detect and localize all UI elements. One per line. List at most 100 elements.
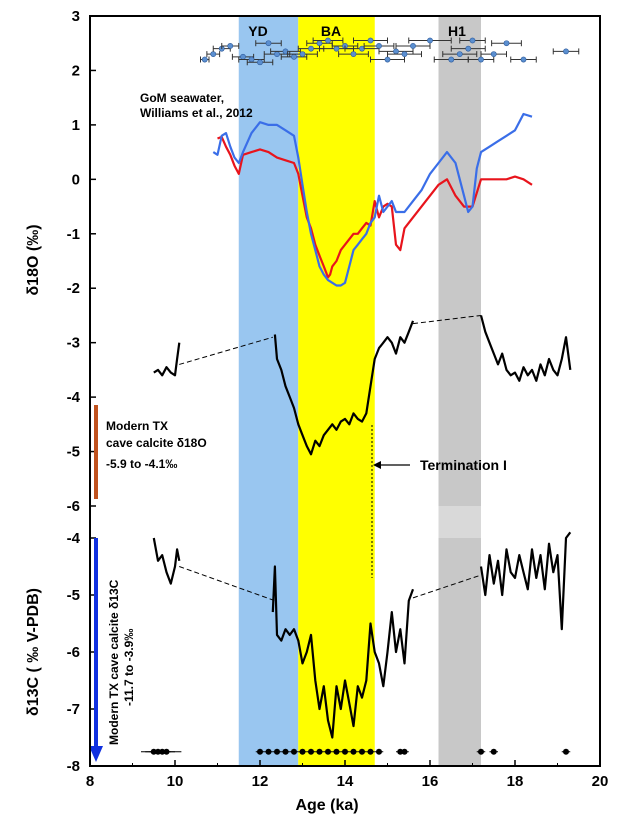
- age-point-bottom: [563, 748, 569, 755]
- connector-bottom-3: [412, 574, 482, 599]
- connector-bottom-2: [179, 566, 276, 602]
- series-layer: [152, 112, 572, 739]
- age-point-top: [265, 40, 272, 47]
- age-point-top: [401, 51, 408, 58]
- age-point-bottom: [478, 748, 484, 755]
- age-point-top: [393, 48, 399, 55]
- y-tick-label-top: -1: [67, 226, 80, 243]
- band-h1-gap: [438, 506, 481, 538]
- age-point-top: [478, 56, 484, 63]
- x-tick-label: 8: [86, 773, 94, 790]
- modern-c-arrowhead: [89, 746, 103, 762]
- age-point-top: [248, 56, 255, 63]
- age-point-top: [350, 51, 357, 58]
- age-point-bottom: [274, 748, 280, 755]
- y-tick-label-bottom: -4: [67, 530, 81, 547]
- age-point-top: [427, 37, 433, 44]
- age-point-top: [308, 45, 314, 52]
- series-o18_cave-0: [153, 342, 181, 377]
- age-point-top: [274, 51, 280, 58]
- age-point-bottom: [325, 748, 331, 755]
- series-c13_cave-2: [479, 531, 572, 631]
- series-gom_blue-0: [212, 112, 533, 287]
- x-tick-label: 12: [252, 773, 269, 790]
- x-tick-label: 16: [422, 773, 439, 790]
- age-point-bottom: [282, 748, 289, 755]
- age-point-top: [376, 43, 382, 49]
- band-label-yd: YD: [248, 23, 267, 39]
- age-point-top: [316, 40, 323, 47]
- gom-annotation-line2: Williams et al., 2012: [140, 106, 253, 120]
- band-h1: [438, 17, 481, 765]
- age-point-top: [240, 53, 246, 60]
- series-c13_cave-1: [271, 565, 415, 739]
- age-point-top: [201, 56, 208, 63]
- age-point-bottom: [333, 748, 340, 755]
- age-points-layer: [141, 37, 580, 755]
- gom-annotation-line1: GoM seawater,: [140, 91, 224, 105]
- age-point-top: [520, 56, 527, 63]
- termination-arrowhead: [373, 461, 381, 469]
- age-point-top: [456, 51, 463, 58]
- age-point-top: [227, 43, 234, 49]
- age-point-bottom: [401, 748, 408, 755]
- y-tick-label-top: -4: [67, 389, 81, 406]
- age-point-bottom: [291, 748, 297, 755]
- series-gom_red-0: [217, 135, 533, 279]
- x-axis-title: Age (ka): [295, 797, 358, 814]
- age-point-top: [410, 43, 416, 49]
- band-ba: [298, 17, 375, 765]
- modern-c-annotation-line1: Modern TX cave calcite δ13C: [107, 579, 121, 745]
- series-o18_cave-1: [273, 320, 415, 456]
- x-tick-label: 14: [337, 773, 354, 790]
- age-point-top: [299, 51, 306, 58]
- age-point-top: [384, 56, 391, 63]
- termination-label: Termination I: [420, 457, 507, 473]
- y-tick-label-top: -6: [67, 498, 80, 515]
- age-point-bottom: [490, 748, 497, 755]
- x-tick-label: 18: [507, 773, 524, 790]
- y-tick-label-top: 0: [72, 171, 80, 188]
- age-point-top: [465, 45, 472, 52]
- y-tick-label-bottom: -6: [67, 644, 80, 661]
- age-point-top: [448, 56, 455, 63]
- band-label-ba: BA: [321, 23, 341, 39]
- y-tick-label-top: -3: [67, 335, 80, 352]
- age-point-bottom: [342, 748, 348, 755]
- y-axis-title-top: δ18O (‰): [25, 224, 42, 295]
- x-tick-label: 20: [592, 773, 609, 790]
- series-c13_cave-0: [152, 537, 181, 585]
- age-point-top: [291, 53, 297, 60]
- age-point-bottom: [367, 748, 374, 755]
- y-tick-label-top: -2: [67, 280, 80, 297]
- age-point-top: [469, 37, 476, 44]
- modern-o-range-bar: [94, 405, 98, 499]
- modern-o-annotation-line2: cave calcite δ18O: [106, 436, 207, 450]
- connector-top-0: [179, 336, 273, 365]
- series-o18_cave-2: [479, 315, 572, 382]
- age-point-bottom: [265, 748, 272, 755]
- y-tick-label-top: 1: [72, 117, 80, 134]
- age-point-bottom: [316, 748, 323, 755]
- age-point-top: [563, 48, 569, 55]
- age-point-top: [367, 37, 374, 44]
- y-tick-label-bottom: -8: [67, 758, 80, 775]
- modern-o-annotation-line1: Modern TX: [106, 419, 168, 433]
- age-point-top: [325, 37, 331, 44]
- age-point-bottom: [163, 748, 170, 755]
- plot-frame: [89, 15, 601, 767]
- y-tick-label-top: 2: [72, 62, 80, 79]
- age-point-bottom: [299, 748, 306, 755]
- age-point-bottom: [376, 748, 382, 755]
- age-point-bottom: [308, 748, 314, 755]
- connector-layer: [179, 314, 482, 602]
- y-axis-title-bottom: δ13C ( ‰ V-PDB): [25, 588, 42, 716]
- age-point-bottom: [359, 748, 365, 755]
- age-point-bottom: [257, 748, 263, 755]
- modern-o-annotation-line3: -5.9 to -4.1‰: [106, 457, 177, 471]
- age-point-top: [503, 40, 510, 47]
- band-yd: [238, 17, 299, 765]
- age-point-bottom: [350, 748, 357, 755]
